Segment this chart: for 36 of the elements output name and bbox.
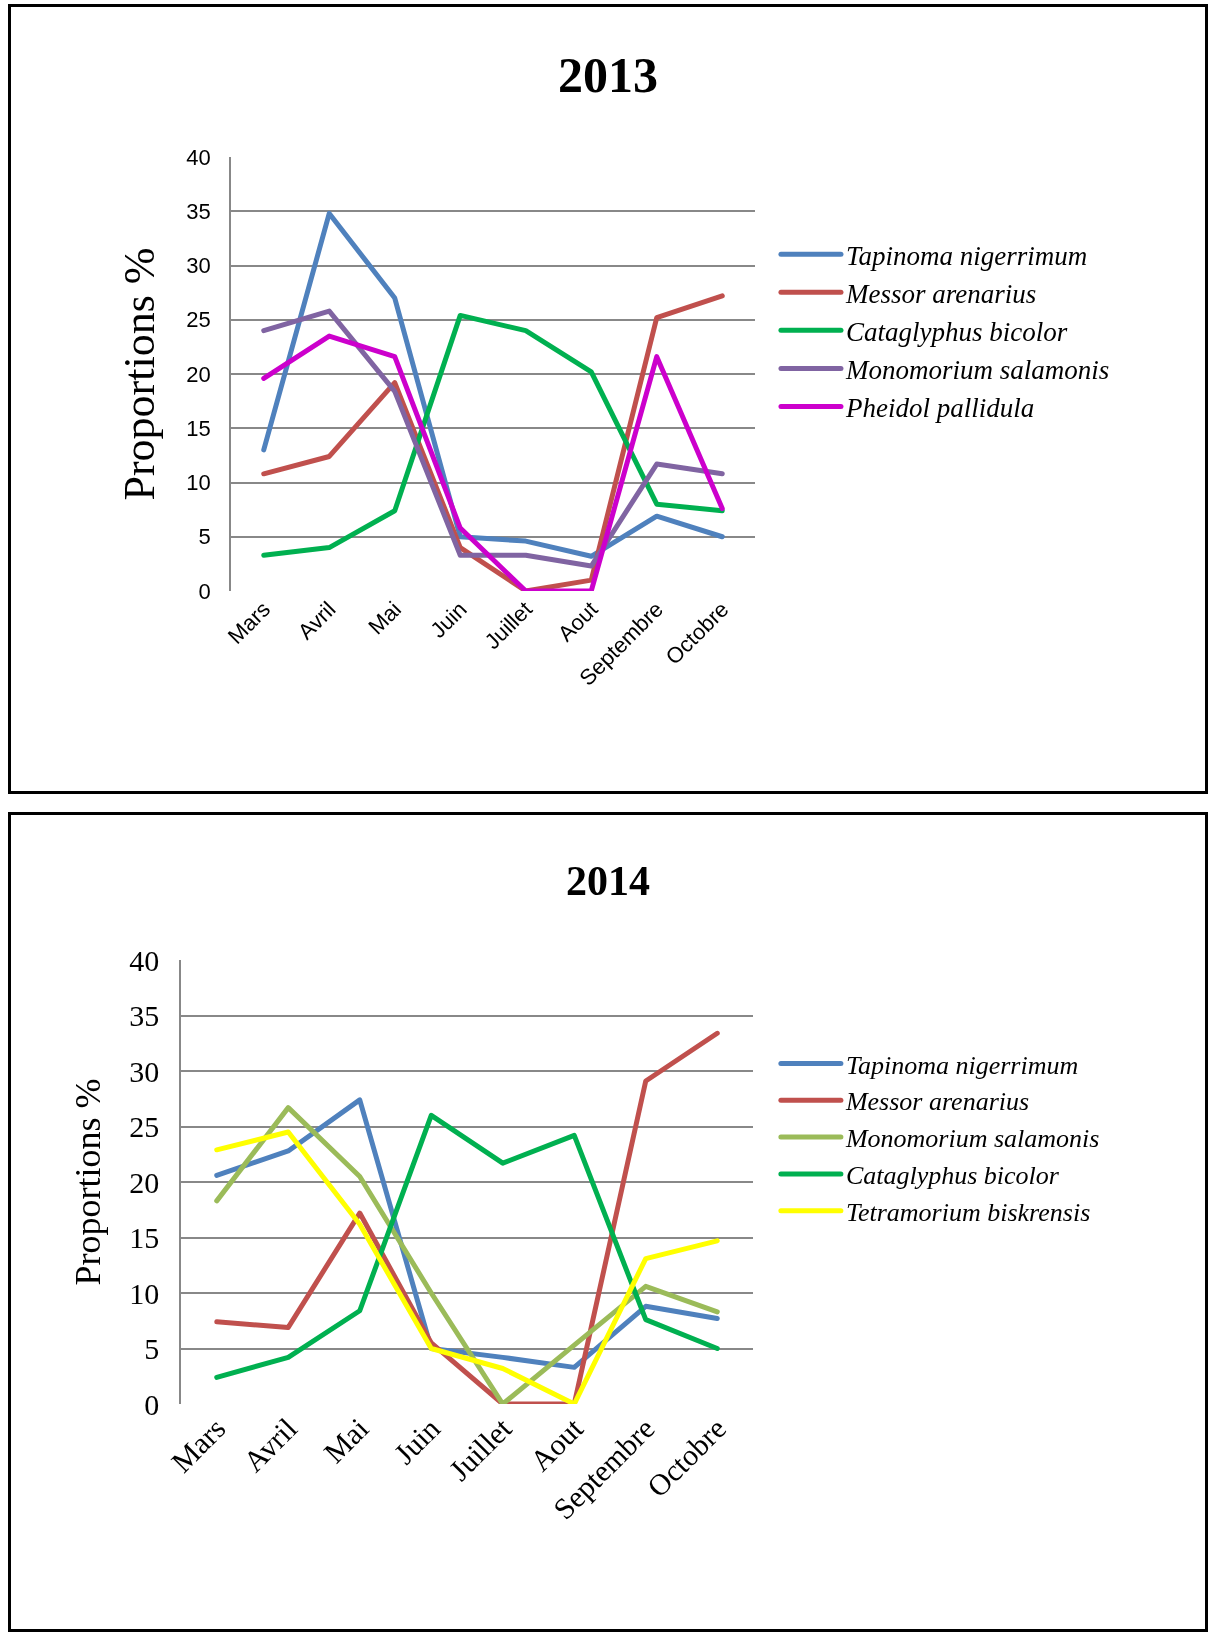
legend-label: Tapinoma nigerrimum xyxy=(845,1050,1079,1080)
y-tick-label: 25 xyxy=(186,307,211,333)
legend-label: Messor arenarius xyxy=(844,278,1037,309)
y-tick-label: 5 xyxy=(198,524,211,550)
y-tick-label: 40 xyxy=(129,943,160,977)
y-tick-label: 15 xyxy=(186,415,211,441)
y-tick-label: 10 xyxy=(129,1276,160,1310)
y-tick-label: 25 xyxy=(129,1110,160,1143)
y-tick-label: 40 xyxy=(186,144,211,170)
y-tick-label: 0 xyxy=(144,1387,160,1421)
legend-label: Cataglyphus bicolor xyxy=(845,1161,1060,1191)
y-tick-label: 30 xyxy=(186,253,211,279)
y-tick-label: 10 xyxy=(186,470,211,496)
x-tick-label: Juin xyxy=(425,596,472,643)
y-tick-label: 15 xyxy=(129,1221,160,1254)
y-axis-title: Proportions % xyxy=(67,1078,108,1286)
y-tick-label: 20 xyxy=(129,1165,160,1199)
legend-label: Monomorium salamonis xyxy=(844,1124,1100,1154)
y-tick-label: 35 xyxy=(129,999,160,1032)
y-tick-label: 35 xyxy=(186,198,211,224)
legend-label: Tapinoma nigerrimum xyxy=(845,240,1088,271)
x-tick-label: Juin xyxy=(387,1411,447,1471)
legend-label: Cataglyphus bicolor xyxy=(845,316,1068,347)
legend-label: Tetramorium biskrensis xyxy=(845,1197,1091,1227)
y-axis-title: Proportions % xyxy=(114,247,164,501)
legend-label: Pheidol pallidula xyxy=(844,393,1035,424)
legend-label: Messor arenarius xyxy=(844,1087,1030,1117)
y-tick-label: 0 xyxy=(198,578,211,604)
x-tick-label: Mai xyxy=(317,1411,375,1470)
y-tick-label: 5 xyxy=(144,1332,160,1365)
x-tick-label: Mai xyxy=(363,596,407,640)
chart-title: 2013 xyxy=(558,47,658,103)
legend-label: Monomorium salamonis xyxy=(844,354,1110,385)
chart-title: 2014 xyxy=(566,857,650,904)
y-tick-label: 20 xyxy=(186,361,211,387)
y-tick-label: 30 xyxy=(129,1054,160,1088)
